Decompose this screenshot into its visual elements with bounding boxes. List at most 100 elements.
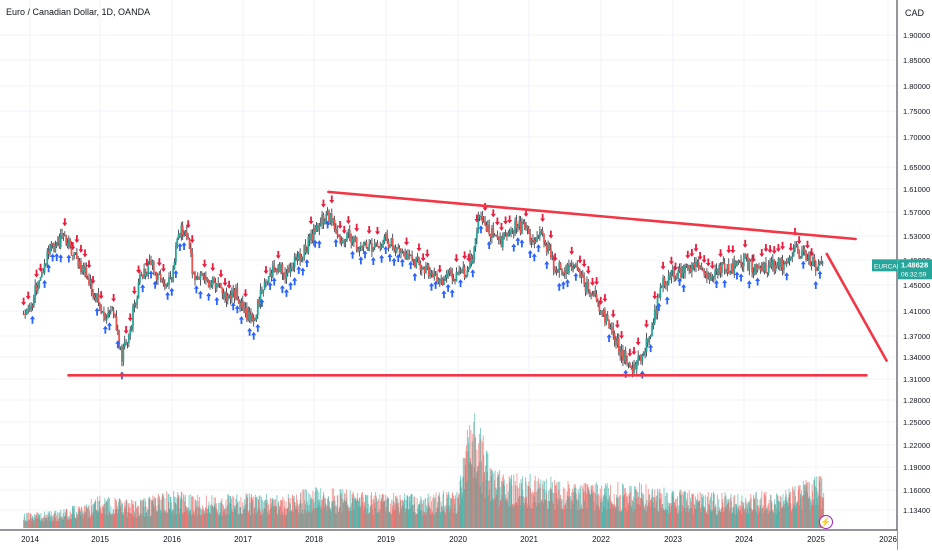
volume-bar	[173, 491, 175, 528]
candle-body	[315, 225, 318, 232]
candle-body	[295, 256, 297, 258]
candle-body	[692, 263, 695, 266]
candle-body	[673, 269, 676, 279]
up-arrow-signal	[379, 254, 385, 263]
candle-body	[141, 274, 144, 278]
candle-body	[619, 351, 622, 357]
candle-body	[312, 227, 315, 241]
candle-body	[788, 257, 791, 262]
down-arrow-signal	[643, 319, 649, 328]
up-arrow-signal	[230, 302, 236, 311]
candle-body	[740, 260, 742, 265]
candle-body	[162, 280, 165, 285]
candle-body	[136, 298, 139, 305]
down-arrow-signal	[742, 239, 748, 248]
lightning-alert-icon[interactable]: ⚡	[819, 515, 833, 529]
candle-body	[198, 276, 200, 280]
candle-body	[695, 262, 697, 268]
trend-lines[interactable]	[67, 190, 888, 377]
candle-body	[510, 230, 512, 234]
volume-bar	[579, 487, 581, 528]
candle-body	[132, 306, 134, 327]
candle-body	[653, 309, 656, 323]
down-arrow-signal	[226, 280, 232, 289]
candle-body	[330, 213, 333, 223]
candle-body	[649, 336, 652, 338]
down-arrow-signal	[705, 258, 711, 267]
down-arrow-signal	[78, 244, 84, 253]
candle-body	[529, 233, 532, 243]
candle-body	[581, 274, 584, 278]
candle-body	[53, 244, 55, 252]
up-arrow-signal	[148, 270, 154, 279]
candle-body	[404, 253, 407, 259]
candle-body	[751, 260, 753, 273]
down-arrow-signal	[759, 249, 765, 258]
candle-body	[180, 225, 183, 238]
down-arrow-signal	[218, 269, 224, 278]
candle-body	[379, 246, 382, 249]
up-arrow-signal	[115, 340, 121, 349]
candle-body	[139, 274, 141, 283]
y-tick-label: 1.90000	[903, 31, 930, 40]
candle-body	[389, 244, 391, 248]
candle-body	[292, 267, 295, 269]
candle-body	[236, 287, 239, 300]
candle-body	[590, 294, 592, 297]
volume-bar	[24, 521, 26, 528]
down-arrow-signal	[693, 243, 699, 252]
candle-body	[588, 289, 591, 297]
candle-body	[635, 360, 638, 370]
candle-body	[480, 216, 482, 217]
x-tick-label: 2015	[91, 535, 109, 544]
candle-body	[784, 261, 787, 265]
candle-body	[245, 308, 248, 320]
candle-body	[57, 236, 59, 244]
candle-body	[706, 272, 708, 279]
volume-bar	[456, 491, 458, 528]
candle-body	[177, 234, 180, 239]
volume-bar	[489, 467, 491, 528]
candle-body	[803, 249, 806, 252]
candle-body	[409, 254, 412, 256]
candle-body	[559, 262, 562, 269]
chart-title[interactable]: Euro / Canadian Dollar, 1D, OANDA	[6, 7, 151, 17]
volume-bar	[199, 497, 201, 528]
candle-body	[715, 269, 718, 271]
up-arrow-signal	[813, 280, 819, 289]
candle-body	[783, 264, 785, 270]
candle-body	[536, 236, 538, 242]
candle-body	[96, 293, 98, 301]
down-arrow-signal	[689, 248, 695, 257]
candle-body	[332, 219, 335, 223]
down-arrow-signal	[809, 248, 815, 257]
candle-body	[70, 245, 73, 256]
candle-body	[645, 338, 648, 352]
candle-body	[412, 258, 415, 261]
down-arrow-signal	[38, 263, 44, 272]
currency-label[interactable]: CAD	[905, 8, 925, 18]
candle-body	[311, 233, 314, 241]
candle-body	[34, 285, 37, 298]
candle-body	[769, 261, 771, 266]
volume-bar	[191, 496, 193, 528]
candle-body	[145, 273, 148, 276]
candle-body	[176, 238, 179, 246]
candle-body	[736, 262, 738, 267]
candle-body	[455, 272, 458, 282]
candle-body	[97, 293, 100, 303]
candle-body	[89, 280, 92, 285]
up-arrow-signal	[412, 272, 418, 281]
candle-body	[262, 289, 265, 294]
candle-body	[667, 275, 670, 285]
candle-body	[555, 270, 558, 273]
candle-body	[85, 267, 88, 278]
candle-body	[817, 264, 820, 271]
candle-body	[297, 254, 300, 261]
candle-body	[516, 225, 519, 228]
candle-body	[317, 225, 319, 230]
up-arrow-signal	[255, 323, 261, 332]
candle-body	[39, 276, 42, 281]
